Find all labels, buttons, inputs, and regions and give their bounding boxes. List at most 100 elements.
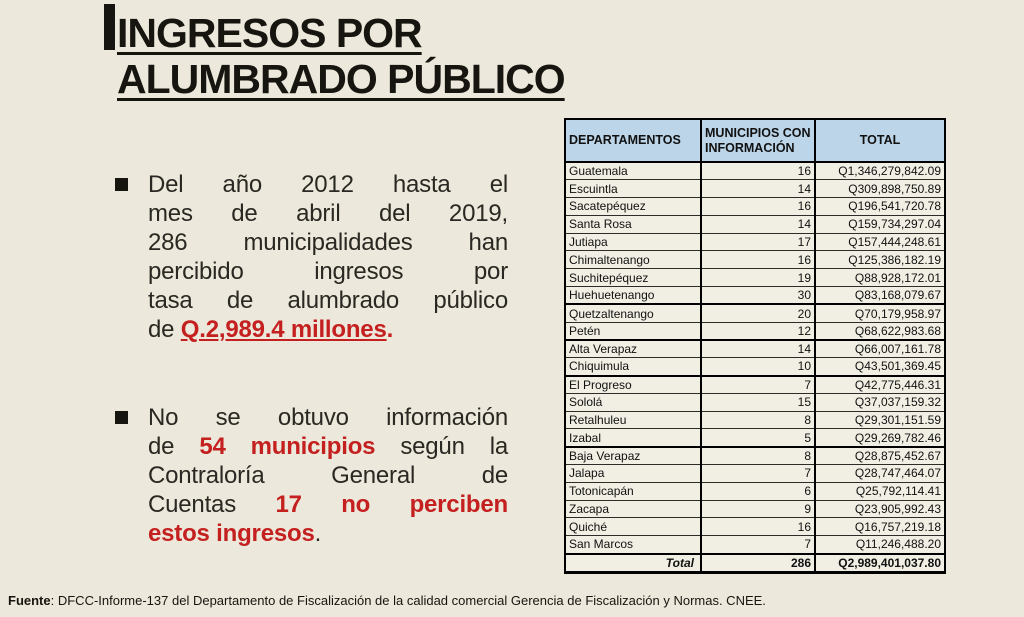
cell-total: Q43,501,369.45 — [814, 357, 946, 377]
source-text: : DFCC-Informe-137 del Departamento de F… — [50, 593, 766, 608]
bullet-line: 286 municipalidades han — [148, 228, 508, 257]
table-total-row: Total 286 Q2,989,401,037.80 — [564, 552, 946, 575]
cell-municipios: 10 — [700, 357, 816, 377]
highlight-text: estos ingresos — [148, 520, 315, 547]
table-row: Retalhuleu 8 Q29,301,151.59 — [564, 410, 946, 430]
total-amount: Q2,989,401,037.80 — [814, 552, 946, 575]
table-row: Jutiapa 17 Q157,444,248.61 — [564, 232, 946, 252]
title-line-1: INGRESOS POR — [117, 10, 423, 56]
table-row: Izabal 5 Q29,269,782.46 — [564, 428, 946, 448]
ingresos-table: DEPARTAMENTOS MUNICIPIOS CON INFORMACIÓN… — [564, 118, 946, 575]
text-segment: según la — [375, 433, 509, 460]
highlight-text: . — [386, 316, 394, 343]
cell-departamento: Suchitepéquez — [564, 268, 702, 288]
cell-departamento: Santa Rosa — [564, 214, 702, 234]
header-municipios: MUNICIPIOS CON INFORMACIÓN — [700, 118, 816, 163]
cell-municipios: 15 — [700, 392, 816, 412]
text-segment: Cuentas — [148, 491, 276, 518]
bullet-item-2: No se obtuvo información de 54 municipios… — [115, 403, 509, 548]
cell-departamento: Izabal — [564, 428, 702, 448]
cell-municipios: 14 — [700, 338, 816, 359]
cell-departamento: Retalhuleu — [564, 410, 702, 430]
table-row: Huehuetenango 30 Q83,168,079.67 — [564, 286, 946, 305]
text-segment: . — [314, 520, 322, 547]
bullet-line: Contraloría General de — [148, 461, 508, 490]
highlight-text: Q.2,989.4 millones — [180, 316, 387, 343]
table-row: Baja Verapaz 8 Q28,875,452.67 — [564, 445, 946, 466]
title-line-2: ALUMBRADO PÚBLICO — [117, 56, 566, 102]
table-row: Zacapa 9 Q23,905,992.43 — [564, 499, 946, 519]
source-label: Fuente — [8, 593, 51, 608]
cell-total: Q83,168,079.67 — [814, 286, 946, 305]
text-segment: de — [148, 433, 200, 460]
cell-total: Q70,179,958.97 — [814, 303, 946, 323]
table-row: Sacatepéquez 16 Q196,541,720.78 — [564, 197, 946, 216]
bullet-line: percibido ingresos por — [148, 257, 508, 286]
cell-total: Q11,246,488.20 — [814, 535, 946, 555]
cell-departamento: Petén — [564, 321, 702, 341]
page-title: INGRESOS POR ALUMBRADO PÚBLICO — [117, 10, 566, 102]
table-row: Jalapa 7 Q28,747,464.07 — [564, 464, 946, 483]
bullet-line: estos ingresos. — [148, 519, 508, 548]
table-row: Chiquimula 10 Q43,501,369.45 — [564, 357, 946, 377]
bullet-line: No se obtuvo información — [148, 403, 508, 432]
cell-municipios: 16 — [700, 250, 816, 270]
text-segment: 286 municipalidades han — [148, 229, 508, 256]
cell-departamento: Sololá — [564, 392, 702, 412]
bullet-line: tasa de alumbrado público — [148, 286, 508, 315]
cell-departamento: San Marcos — [564, 535, 702, 555]
header-departamentos: DEPARTAMENTOS — [564, 118, 702, 163]
cell-departamento: Totonicapán — [564, 481, 702, 501]
text-segment: de — [148, 316, 181, 343]
total-municipios: 286 — [700, 552, 816, 575]
cell-total: Q68,622,983.68 — [814, 321, 946, 341]
bullet-item-1: Del año 2012 hasta el mes de abril del 20… — [115, 170, 508, 344]
bullet-line: Cuentas 17 no perciben — [148, 490, 508, 519]
cell-departamento: Baja Verapaz — [564, 445, 702, 466]
bullet-square-icon — [115, 178, 128, 191]
table-row: Petén 12 Q68,622,983.68 — [564, 321, 946, 341]
cell-total: Q66,007,161.78 — [814, 338, 946, 359]
cell-municipios: 30 — [700, 286, 816, 305]
cell-total: Q309,898,750.89 — [814, 179, 946, 199]
text-segment: percibido ingresos por — [148, 258, 508, 285]
table-header-row: DEPARTAMENTOS MUNICIPIOS CON INFORMACIÓN… — [564, 118, 946, 163]
bullet-line: Del año 2012 hasta el — [148, 170, 508, 199]
table-row: Quiché 16 Q16,757,219.18 — [564, 517, 946, 537]
cell-total: Q125,386,182.19 — [814, 250, 946, 270]
cell-departamento: Zacapa — [564, 499, 702, 519]
cell-municipios: 19 — [700, 268, 816, 288]
source-footnote: Fuente: DFCC-Informe-137 del Departament… — [8, 593, 766, 608]
cell-total: Q88,928,172.01 — [814, 268, 946, 288]
cell-departamento: Quetzaltenango — [564, 303, 702, 323]
header-total: TOTAL — [814, 118, 946, 163]
text-segment: mes de abril del 2019, — [148, 200, 508, 227]
cell-municipios: 8 — [700, 445, 816, 466]
cell-departamento: Sacatepéquez — [564, 197, 702, 216]
cell-departamento: Escuintla — [564, 179, 702, 199]
table-row: Chimaltenango 16 Q125,386,182.19 — [564, 250, 946, 270]
title-marker-square-icon — [104, 4, 115, 50]
table-row: Sololá 15 Q37,037,159.32 — [564, 392, 946, 412]
bullet-square-icon — [115, 411, 128, 424]
cell-total: Q25,792,114.41 — [814, 481, 946, 501]
cell-total: Q1,346,279,842.09 — [814, 161, 946, 181]
highlight-text: 54 municipios — [199, 433, 376, 460]
cell-municipios: 14 — [700, 179, 816, 199]
cell-municipios: 7 — [700, 535, 816, 555]
cell-municipios: 9 — [700, 499, 816, 519]
table-row: Santa Rosa 14 Q159,734,297.04 — [564, 214, 946, 234]
departamentos-table: DEPARTAMENTOS MUNICIPIOS CON INFORMACIÓN… — [564, 118, 946, 575]
cell-departamento: Guatemala — [564, 161, 702, 181]
text-segment: Contraloría General de — [148, 462, 508, 489]
bullet-line: mes de abril del 2019, — [148, 199, 508, 228]
total-label: Total — [564, 552, 702, 575]
cell-departamento: Huehuetenango — [564, 286, 702, 305]
cell-total: Q37,037,159.32 — [814, 392, 946, 412]
cell-departamento: Chimaltenango — [564, 250, 702, 270]
table-row: Quetzaltenango 20 Q70,179,958.97 — [564, 303, 946, 323]
cell-municipios: 8 — [700, 410, 816, 430]
cell-municipios: 5 — [700, 428, 816, 448]
cell-municipios: 16 — [700, 161, 816, 181]
